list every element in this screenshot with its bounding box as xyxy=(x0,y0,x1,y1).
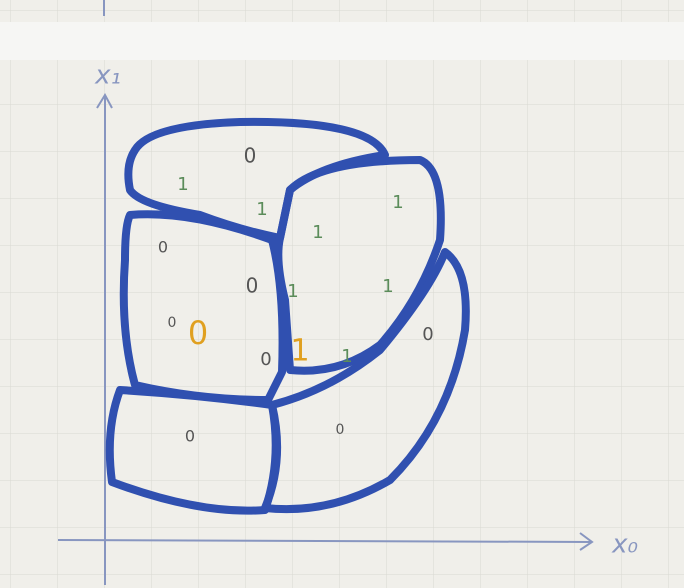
x-axis-label: x₀ xyxy=(611,530,638,560)
cell-label: 1 xyxy=(341,346,352,367)
cell-label: 1 xyxy=(382,276,393,297)
cell-label: 1 xyxy=(312,222,323,243)
cell-label: 0 xyxy=(188,314,208,352)
cell-label: 0 xyxy=(168,315,177,331)
top-strip xyxy=(0,0,684,22)
cell-label: 1 xyxy=(287,281,298,302)
cell-label: 0 xyxy=(158,238,168,257)
cell-label: 0 xyxy=(422,324,433,345)
grid-paper xyxy=(0,60,684,588)
y-axis xyxy=(96,92,113,585)
cell-label: 1 xyxy=(290,334,309,369)
axes xyxy=(57,92,594,585)
gap xyxy=(0,22,684,60)
cell-label: 0 xyxy=(246,274,259,298)
y-axis-label: x₁ xyxy=(94,61,121,91)
cell-label: 1 xyxy=(177,174,188,195)
region xyxy=(261,248,470,514)
cell-label: 0 xyxy=(260,349,271,370)
cell-label: 0 xyxy=(336,422,345,438)
cell-label: 1 xyxy=(256,199,267,220)
cell-label: 0 xyxy=(185,427,195,446)
regions xyxy=(105,117,470,515)
cell-label: 1 xyxy=(392,192,403,213)
cell-label: 0 xyxy=(244,144,257,168)
x-axis xyxy=(57,532,594,551)
